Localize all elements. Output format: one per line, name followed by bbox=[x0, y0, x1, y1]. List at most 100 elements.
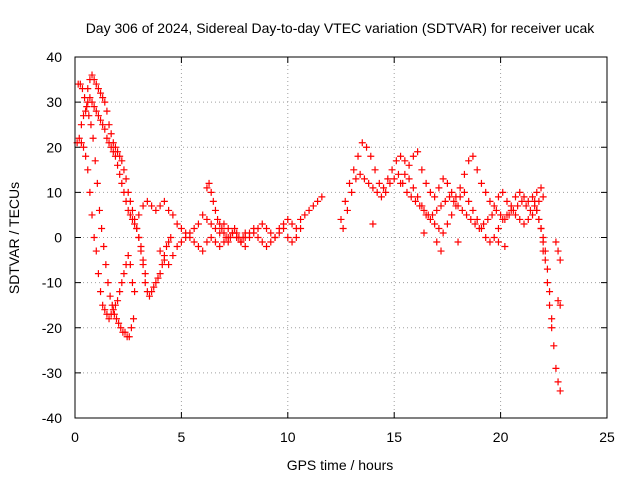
data-point bbox=[109, 306, 117, 314]
series-14 bbox=[554, 297, 564, 309]
data-point bbox=[518, 197, 526, 205]
data-point bbox=[139, 261, 147, 269]
data-point bbox=[511, 211, 519, 219]
data-point bbox=[135, 234, 143, 241]
data-point bbox=[156, 247, 164, 255]
x-tick-label: 5 bbox=[178, 429, 186, 445]
data-point bbox=[194, 220, 202, 228]
data-point bbox=[365, 179, 373, 187]
data-point bbox=[112, 315, 120, 323]
data-point bbox=[82, 107, 90, 115]
data-point bbox=[114, 161, 122, 169]
data-point bbox=[422, 179, 430, 187]
y-tick-label: -10 bbox=[42, 275, 62, 291]
data-point bbox=[207, 188, 215, 196]
data-point bbox=[524, 197, 532, 205]
data-point bbox=[156, 270, 164, 278]
data-point bbox=[220, 229, 228, 237]
data-point bbox=[101, 98, 109, 106]
data-point bbox=[516, 188, 524, 196]
data-point bbox=[103, 107, 111, 115]
x-tick-label: 15 bbox=[386, 429, 402, 445]
data-point bbox=[271, 234, 279, 241]
data-point bbox=[231, 224, 239, 232]
data-point bbox=[339, 224, 347, 232]
data-point bbox=[135, 211, 143, 219]
data-point bbox=[429, 211, 437, 219]
data-point bbox=[207, 220, 215, 228]
data-point bbox=[126, 261, 134, 269]
data-point bbox=[301, 211, 309, 219]
data-point bbox=[305, 206, 313, 214]
data-point bbox=[91, 157, 99, 165]
data-point bbox=[482, 188, 490, 196]
data-point bbox=[120, 270, 128, 278]
data-point bbox=[199, 211, 207, 219]
data-point bbox=[524, 215, 532, 223]
data-point bbox=[241, 243, 249, 251]
data-point bbox=[439, 175, 447, 183]
data-point bbox=[177, 224, 185, 232]
data-point bbox=[90, 234, 98, 241]
data-point bbox=[497, 211, 505, 219]
data-point bbox=[456, 193, 464, 201]
data-point bbox=[107, 143, 115, 151]
data-point bbox=[360, 175, 368, 183]
data-point bbox=[131, 288, 139, 296]
data-point bbox=[97, 288, 105, 296]
series-3 bbox=[73, 134, 139, 323]
data-point bbox=[139, 202, 147, 210]
data-point bbox=[541, 256, 549, 264]
data-point bbox=[467, 215, 475, 223]
data-point bbox=[420, 206, 428, 214]
data-point bbox=[211, 224, 219, 232]
y-tick-label: -20 bbox=[42, 320, 62, 336]
tick-labels: 0 5 10 15 20 25 -40 -30 -20 -10 0 10 20 30 40 bbox=[42, 49, 615, 445]
y-tick-label: -30 bbox=[42, 365, 62, 381]
data-point bbox=[128, 215, 136, 223]
data-point bbox=[469, 206, 477, 214]
x-tick-label: 10 bbox=[280, 429, 296, 445]
data-point bbox=[543, 265, 551, 273]
data-point bbox=[83, 103, 91, 111]
data-point bbox=[494, 238, 502, 246]
data-point bbox=[356, 170, 364, 178]
data-point bbox=[529, 211, 537, 219]
data-point bbox=[237, 238, 245, 246]
data-point bbox=[463, 211, 471, 219]
data-point bbox=[160, 256, 168, 264]
data-point bbox=[154, 274, 162, 282]
data-point bbox=[92, 247, 100, 255]
data-point bbox=[127, 324, 135, 332]
data-point bbox=[539, 247, 547, 255]
data-point bbox=[380, 184, 388, 192]
data-point bbox=[241, 229, 249, 237]
data-point bbox=[469, 152, 477, 160]
data-point bbox=[224, 224, 232, 232]
data-point bbox=[275, 229, 283, 237]
data-point bbox=[284, 234, 292, 241]
data-point bbox=[454, 238, 462, 246]
data-point bbox=[101, 125, 109, 133]
data-point bbox=[477, 179, 485, 187]
data-point bbox=[84, 85, 92, 93]
data-point bbox=[103, 134, 111, 142]
data-point bbox=[267, 238, 275, 246]
data-point bbox=[556, 301, 564, 309]
data-point bbox=[94, 85, 102, 93]
data-point bbox=[292, 234, 300, 241]
data-point bbox=[288, 238, 296, 246]
y-tick-label: 20 bbox=[46, 139, 62, 155]
data-point bbox=[514, 202, 522, 210]
data-point bbox=[130, 315, 138, 323]
data-point bbox=[465, 197, 473, 205]
data-point bbox=[358, 139, 366, 147]
data-point bbox=[87, 121, 95, 129]
data-point bbox=[165, 261, 173, 269]
data-point bbox=[452, 202, 460, 210]
data-point bbox=[124, 206, 132, 214]
data-point bbox=[409, 184, 417, 192]
y-tick-label: -40 bbox=[42, 410, 62, 426]
data-point bbox=[258, 220, 266, 228]
data-point bbox=[118, 157, 126, 165]
